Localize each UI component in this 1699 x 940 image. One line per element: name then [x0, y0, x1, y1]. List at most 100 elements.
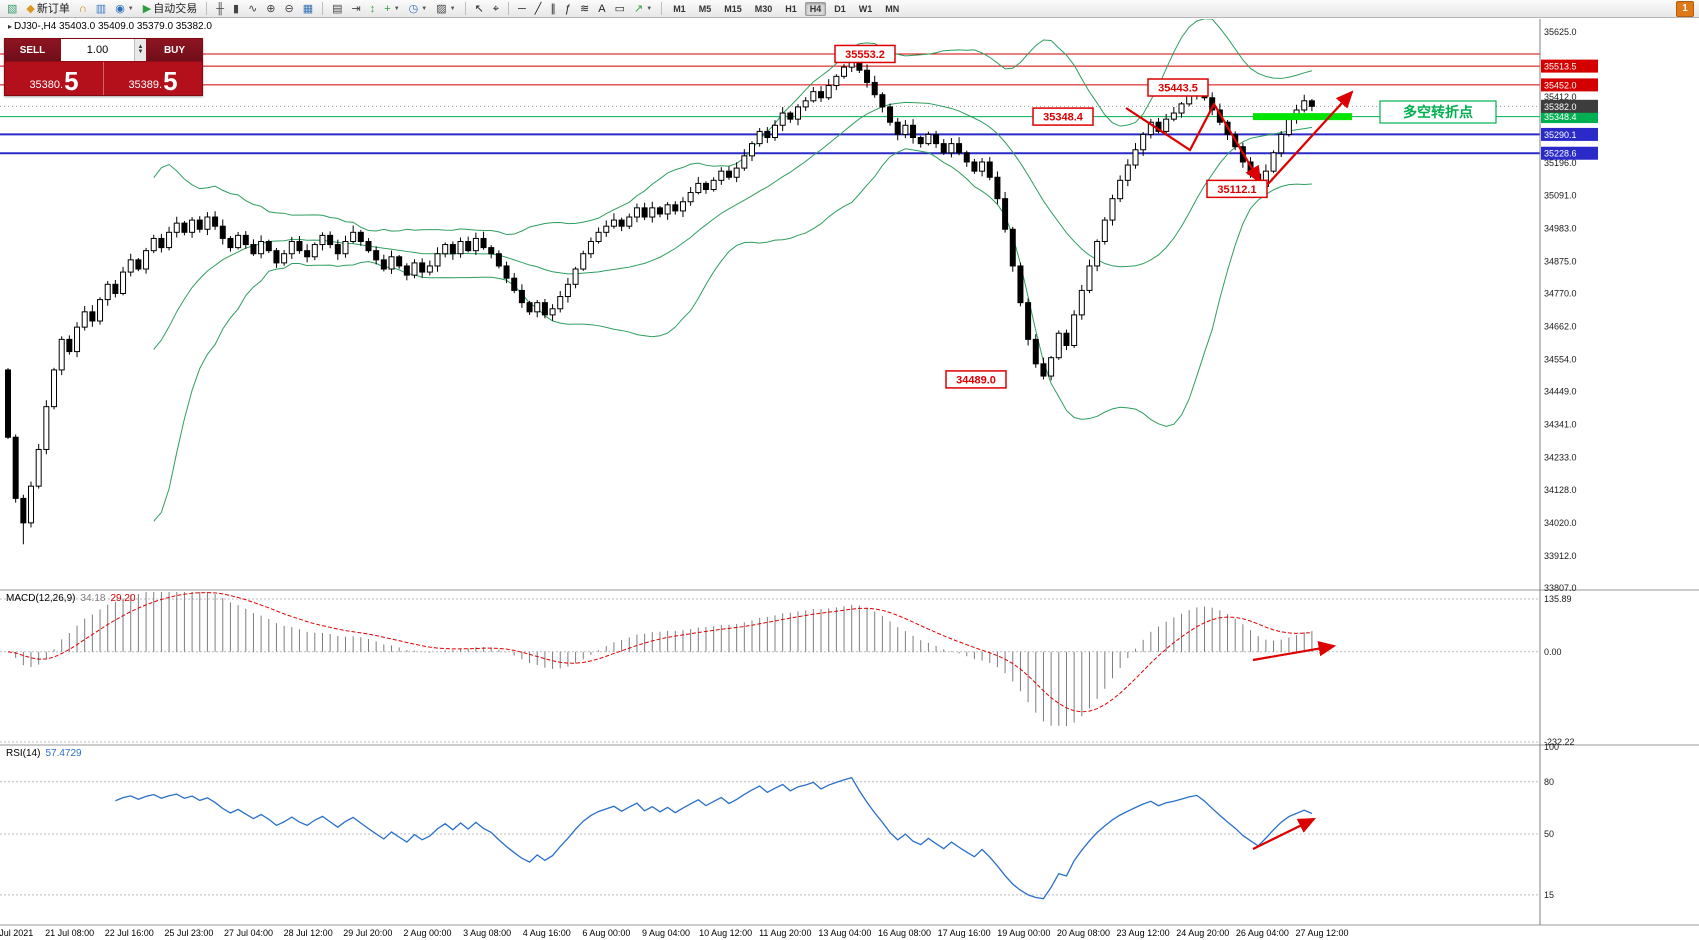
- svg-text:35625.0: 35625.0: [1544, 27, 1577, 37]
- zoom-in-icon[interactable]: ⊕: [262, 0, 279, 18]
- volume-input[interactable]: [61, 39, 134, 61]
- chevron-down-icon[interactable]: ▼: [393, 5, 400, 12]
- auto-arrange-icon[interactable]: ▤: [328, 0, 346, 18]
- shapes-icon[interactable]: ≋: [576, 0, 593, 18]
- tile-windows-icon[interactable]: ▦: [299, 0, 317, 18]
- timeframe-d1[interactable]: D1: [834, 3, 846, 14]
- sell-price-small: 35380.: [29, 79, 64, 91]
- timeframe-h4[interactable]: H4: [804, 1, 827, 16]
- template-icon[interactable]: ▨ ▼: [432, 0, 459, 18]
- timeframe-m30[interactable]: M30: [754, 3, 773, 14]
- svg-text:80: 80: [1544, 777, 1554, 787]
- svg-text:35443.5: 35443.5: [1158, 83, 1198, 95]
- price-tag[interactable]: 35443.5: [1147, 78, 1209, 97]
- sell-button[interactable]: SELL: [5, 39, 60, 61]
- candlestick-icon[interactable]: ▮: [229, 0, 243, 18]
- zoom-out-icon: ⊖: [284, 2, 294, 15]
- price-tag[interactable]: 35112.1: [1206, 179, 1268, 199]
- svg-text:26 Aug 04:00: 26 Aug 04:00: [1236, 928, 1289, 938]
- new-chart-icon[interactable]: ▧: [3, 0, 21, 18]
- chevron-down-icon[interactable]: ▼: [449, 5, 456, 12]
- label-icon[interactable]: ▭: [611, 0, 629, 18]
- magnet-icon[interactable]: ∩: [75, 0, 91, 18]
- axis-price-marker: 35228.6: [1541, 146, 1598, 160]
- rsi-line: [115, 776, 1313, 900]
- svg-text:35513.5: 35513.5: [1544, 62, 1577, 72]
- svg-text:33912.0: 33912.0: [1544, 551, 1577, 561]
- cursor-icon: ↖: [474, 2, 484, 15]
- price-tag[interactable]: 34489.0: [945, 370, 1007, 389]
- chevron-down-icon[interactable]: ▼: [127, 5, 134, 12]
- time-axis[interactable]: 20 Jul 2021 21 Jul 08:00 22 Jul 16:00 25 Ju…: [0, 928, 1349, 938]
- macd-arrow[interactable]: [1252, 641, 1337, 662]
- svg-text:33807.0: 33807.0: [1544, 583, 1577, 593]
- price-tag[interactable]: 35553.2: [834, 44, 896, 64]
- breakout-arrow[interactable]: [1267, 90, 1354, 185]
- svg-text:135.89: 135.89: [1544, 594, 1572, 604]
- trendline-icon: ╱: [534, 2, 542, 15]
- zigzag-arrow[interactable]: [1125, 101, 1262, 184]
- timeframe-mn[interactable]: MN: [885, 3, 900, 14]
- chart-shift-icon[interactable]: ⇥: [348, 0, 365, 18]
- price-axis[interactable]: 35625.0 35412.0 35196.0 35091.0 34983.0 34875…: [1539, 19, 1598, 925]
- zoom-in-icon: ⊕: [266, 2, 276, 15]
- text-icon[interactable]: A: [594, 0, 609, 18]
- svg-text:28 Jul 12:00: 28 Jul 12:00: [284, 928, 333, 938]
- volume-up-button[interactable]: ▲: [137, 44, 144, 50]
- line-chart-icon[interactable]: ∿: [244, 0, 261, 18]
- toolbar-separator: [661, 2, 663, 15]
- svg-text:35348.4: 35348.4: [1544, 112, 1577, 122]
- add-indicator-icon[interactable]: + ▼: [380, 0, 403, 18]
- buy-button[interactable]: BUY: [147, 39, 202, 61]
- timeframe-h1[interactable]: H1: [785, 3, 797, 14]
- svg-text:23 Aug 12:00: 23 Aug 12:00: [1117, 928, 1170, 938]
- period-icon[interactable]: ◷ ▼: [405, 0, 432, 18]
- cursor-icon[interactable]: ↖: [471, 0, 488, 18]
- magnet-icon: ∩: [78, 2, 87, 15]
- new-order-button[interactable]: ◆ 新订单: [22, 0, 73, 18]
- notification-badge[interactable]: 1: [1676, 0, 1694, 17]
- ohlc-text: DJ30-,H4 35403.0 35409.0 35379.0 35382.0: [14, 21, 212, 32]
- timeframe-m1[interactable]: M1: [673, 3, 686, 14]
- crosshair-icon[interactable]: ⌖: [489, 0, 503, 18]
- hline-icon[interactable]: ─: [514, 0, 530, 18]
- svg-text:34983.0: 34983.0: [1544, 223, 1577, 233]
- zoom-out-icon[interactable]: ⊖: [281, 0, 298, 18]
- arrow-tool-icon[interactable]: ↗ ▼: [630, 0, 656, 18]
- fibonacci-icon[interactable]: ƒ: [561, 0, 575, 18]
- shapes-icon: ≋: [580, 2, 590, 15]
- trendline-icon[interactable]: ╱: [531, 0, 546, 18]
- new-order-button-label: 新订单: [36, 2, 70, 15]
- rsi-arrow[interactable]: [1252, 818, 1316, 850]
- chevron-down-icon[interactable]: ▼: [421, 5, 428, 12]
- svg-text:50: 50: [1544, 829, 1554, 839]
- timeframe-w1[interactable]: W1: [858, 3, 873, 14]
- buy-price[interactable]: 35389. 5: [103, 62, 202, 95]
- timeframe-m15[interactable]: M15: [724, 3, 742, 14]
- chevron-down-icon[interactable]: ▼: [646, 5, 653, 12]
- svg-text:35553.2: 35553.2: [845, 49, 885, 61]
- chart-annotations[interactable]: 35553.2 35443.5 35348.4 35112.1 34489.0 多空转折点: [834, 44, 1497, 850]
- channel-icon[interactable]: ∥: [546, 0, 560, 18]
- indicators-icon: ◉: [115, 2, 125, 15]
- svg-text:15: 15: [1544, 890, 1554, 900]
- add-indicator-icon: +: [384, 2, 391, 15]
- bar-chart-icon[interactable]: ╫: [212, 0, 228, 18]
- price-tag[interactable]: 35348.4: [1032, 107, 1094, 126]
- autotrading-button[interactable]: ▶ 自动交易: [139, 0, 201, 18]
- sell-price[interactable]: 35380. 5: [5, 62, 103, 95]
- timeframe-m5[interactable]: M5: [698, 3, 712, 14]
- svg-text:-232.22: -232.22: [1544, 737, 1575, 747]
- svg-text:34233.0: 34233.0: [1544, 453, 1577, 463]
- data-window-icon[interactable]: ↕: [366, 0, 380, 18]
- market-watch-icon[interactable]: ▥: [92, 0, 110, 18]
- note-box[interactable]: 多空转折点: [1379, 100, 1497, 124]
- indicators-icon[interactable]: ◉ ▼: [111, 0, 138, 18]
- auto-arrange-icon: ▤: [332, 2, 343, 15]
- svg-text:34449.0: 34449.0: [1544, 387, 1577, 397]
- svg-text:9 Aug 04:00: 9 Aug 04:00: [642, 928, 690, 938]
- volume-down-button[interactable]: ▼: [137, 49, 144, 55]
- svg-text:13 Aug 04:00: 13 Aug 04:00: [818, 928, 871, 938]
- svg-text:20 Jul 2021: 20 Jul 2021: [0, 928, 33, 938]
